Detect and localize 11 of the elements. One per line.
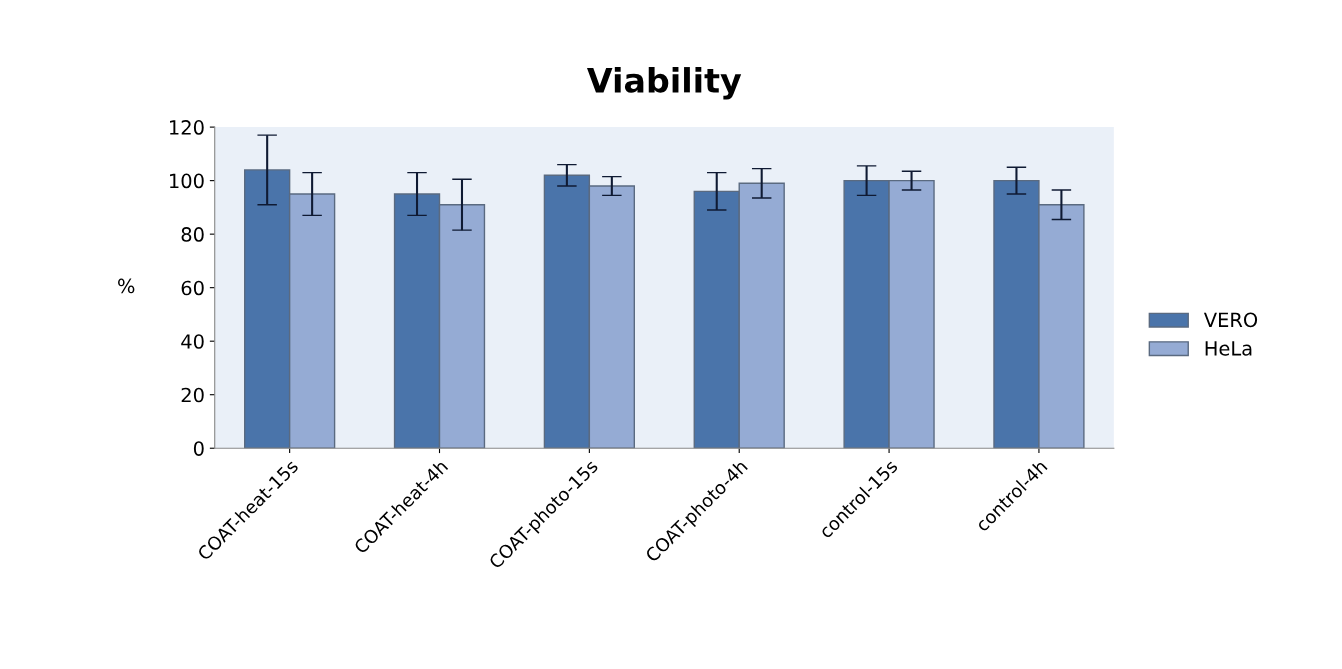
y-tick-label: 60 (181, 280, 204, 296)
y-tick-label: 20 (181, 387, 204, 403)
y-tick-label: 100 (170, 173, 204, 189)
chart-title: Viability (586, 67, 742, 100)
y-tick-label: 120 (170, 120, 204, 135)
y-axis-title: % (118, 278, 135, 294)
legend-label: VERO (1203, 312, 1258, 328)
y-tick-label: 0 (193, 441, 204, 456)
legend-label: HeLa (1205, 341, 1252, 356)
y-tick-label: 80 (181, 227, 204, 242)
y-tick-label: 40 (181, 334, 204, 349)
